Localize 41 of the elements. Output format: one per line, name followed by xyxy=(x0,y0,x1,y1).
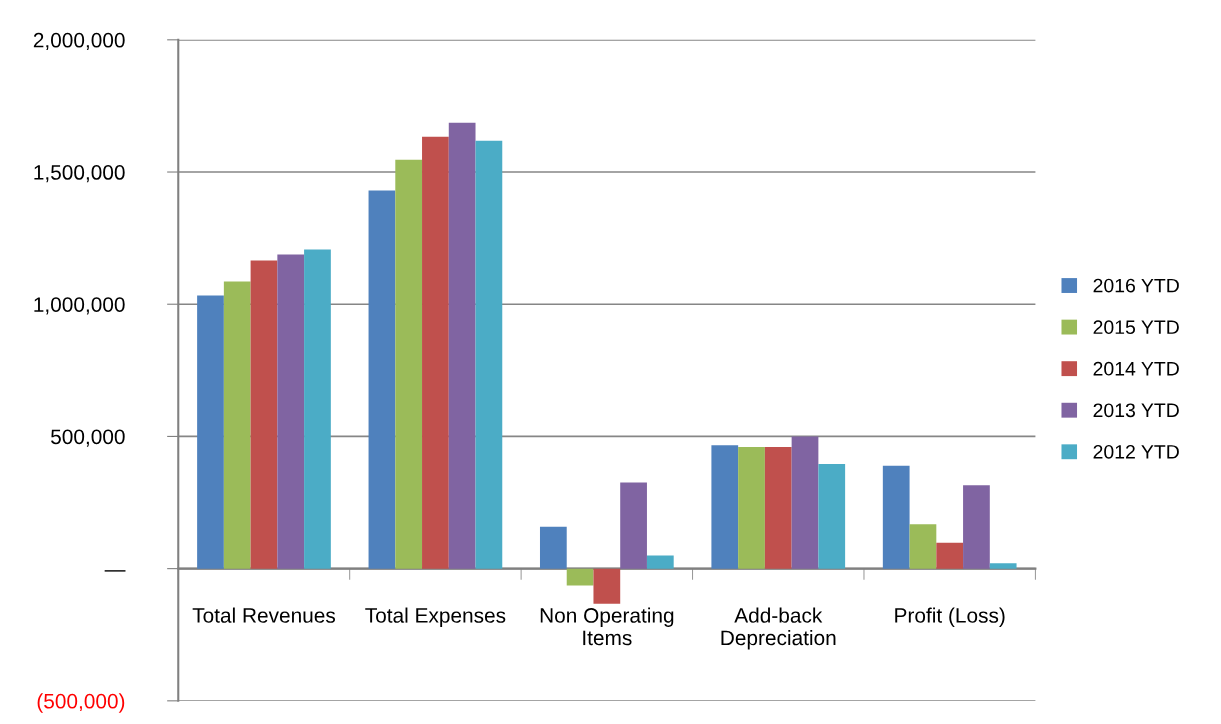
legend-label: 2013 YTD xyxy=(1093,403,1179,418)
bar xyxy=(909,524,937,569)
bar xyxy=(646,555,674,569)
bar xyxy=(250,260,278,569)
bar xyxy=(791,436,819,569)
y-tick-label: (500,000) xyxy=(37,693,125,713)
bar xyxy=(395,159,423,569)
legend-label: 2014 YTD xyxy=(1093,361,1179,376)
x-tick-label: Total Revenues xyxy=(192,607,336,623)
bar xyxy=(475,140,503,569)
bar xyxy=(223,281,251,569)
y-tick-label: 500,000 xyxy=(51,429,125,447)
bar xyxy=(620,482,647,569)
bar xyxy=(711,445,739,569)
bar xyxy=(963,485,990,569)
bar xyxy=(738,447,765,569)
bar xyxy=(304,249,331,569)
bar xyxy=(422,136,449,569)
y-tick-label: 1,000,000 xyxy=(34,297,125,315)
bar xyxy=(448,122,476,569)
bar xyxy=(764,447,792,569)
bar xyxy=(277,254,305,569)
y-tick-label: 2,000,000 xyxy=(33,32,125,51)
bar xyxy=(368,190,396,569)
legend-label: 2016 YTD xyxy=(1093,278,1179,293)
bar xyxy=(539,526,567,569)
bar xyxy=(197,295,224,569)
y-tick-label: — xyxy=(104,570,126,572)
bar xyxy=(989,563,1017,569)
bar xyxy=(593,568,621,604)
x-tick-label: Profit (Loss) xyxy=(895,607,1005,627)
legend-label: 2015 YTD xyxy=(1093,320,1179,335)
bar xyxy=(566,568,594,586)
y-tick-label: 1,500,000 xyxy=(34,165,125,183)
x-tick-label: Total Expenses xyxy=(365,607,506,627)
bar xyxy=(818,463,846,569)
bar xyxy=(882,465,910,569)
x-tick-label: Non Operating Items xyxy=(540,607,674,646)
legend-label: 2012 YTD xyxy=(1093,444,1179,459)
bar xyxy=(936,542,964,569)
x-tick-label: Add-back Depreciation xyxy=(721,607,836,650)
